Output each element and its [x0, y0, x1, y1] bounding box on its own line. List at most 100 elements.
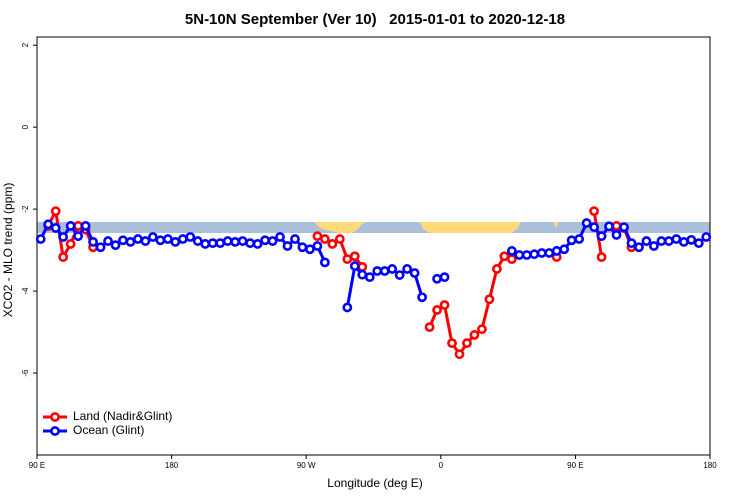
land-patch — [314, 222, 366, 233]
y-tick-label: -2 — [21, 205, 30, 213]
point — [566, 235, 577, 246]
point — [611, 230, 622, 240]
point — [349, 261, 360, 271]
point — [170, 237, 181, 247]
point — [305, 244, 315, 255]
point — [342, 302, 353, 313]
point — [634, 242, 644, 253]
point — [462, 338, 472, 349]
point — [245, 238, 256, 249]
legend-label: Ocean (Glint) — [73, 423, 144, 437]
point — [43, 219, 54, 230]
point — [110, 240, 121, 251]
point — [447, 338, 457, 349]
point — [267, 236, 278, 246]
point — [80, 221, 91, 231]
point — [133, 234, 143, 244]
point — [372, 266, 383, 276]
point — [185, 232, 196, 242]
point — [334, 234, 345, 244]
point — [469, 330, 480, 340]
point — [402, 264, 413, 274]
point — [148, 232, 158, 242]
point — [155, 235, 166, 246]
point — [611, 221, 622, 231]
point — [491, 264, 502, 274]
point — [641, 236, 652, 246]
point — [536, 248, 547, 258]
point — [125, 237, 136, 247]
point — [73, 231, 84, 242]
point — [544, 248, 555, 258]
point — [357, 261, 368, 272]
point — [417, 292, 428, 303]
point — [73, 221, 84, 231]
point — [319, 257, 330, 268]
x-tick-label: 90 E — [567, 461, 583, 470]
point — [162, 234, 173, 244]
point — [551, 246, 562, 256]
point — [327, 239, 338, 249]
point — [319, 234, 330, 244]
point — [65, 221, 76, 231]
point — [349, 251, 360, 262]
point — [342, 254, 353, 265]
point — [454, 349, 465, 360]
point — [671, 234, 682, 244]
point — [439, 300, 450, 310]
point — [215, 238, 226, 249]
point — [656, 236, 667, 246]
land-patch — [553, 222, 559, 228]
x-tick-label: 0 — [439, 461, 444, 470]
point — [514, 250, 525, 260]
x-axis-label: Longitude (deg E) — [327, 476, 422, 490]
point — [499, 251, 510, 262]
point — [581, 218, 592, 228]
y-tick-label: 2 — [21, 42, 30, 47]
point — [678, 237, 689, 247]
point — [312, 231, 323, 242]
point — [379, 266, 390, 276]
point — [290, 234, 300, 244]
point — [50, 206, 61, 217]
point — [589, 222, 599, 233]
point — [35, 234, 46, 244]
point — [506, 246, 517, 256]
point — [140, 236, 151, 246]
point — [357, 269, 368, 280]
point — [589, 206, 599, 217]
ocean-strip — [37, 222, 710, 233]
y-tick-label: -6 — [21, 369, 30, 377]
point — [95, 242, 106, 253]
x-tick-label: 180 — [703, 461, 717, 470]
x-tick-label: 90 W — [297, 461, 316, 470]
point — [364, 272, 375, 283]
point — [58, 232, 69, 242]
point — [275, 232, 285, 242]
point — [506, 254, 517, 265]
point — [282, 241, 293, 251]
point — [312, 241, 323, 251]
point — [686, 234, 697, 245]
point — [596, 231, 607, 242]
legend-marker — [50, 426, 60, 436]
point — [58, 252, 69, 262]
point — [118, 235, 128, 246]
plot-frame — [36, 36, 711, 456]
y-tick-label: 0 — [21, 124, 30, 129]
point — [701, 232, 712, 242]
legend-marker — [50, 412, 60, 422]
point — [663, 236, 674, 246]
point — [200, 239, 211, 249]
point — [207, 238, 218, 249]
point — [424, 322, 435, 333]
point — [574, 234, 585, 244]
point — [439, 272, 450, 283]
point — [649, 241, 659, 251]
point — [521, 250, 532, 260]
point — [559, 244, 570, 255]
chart-title: 5N-10N September (Ver 10) 2015-01-01 to … — [185, 11, 565, 28]
point — [50, 223, 61, 233]
point — [619, 222, 629, 233]
